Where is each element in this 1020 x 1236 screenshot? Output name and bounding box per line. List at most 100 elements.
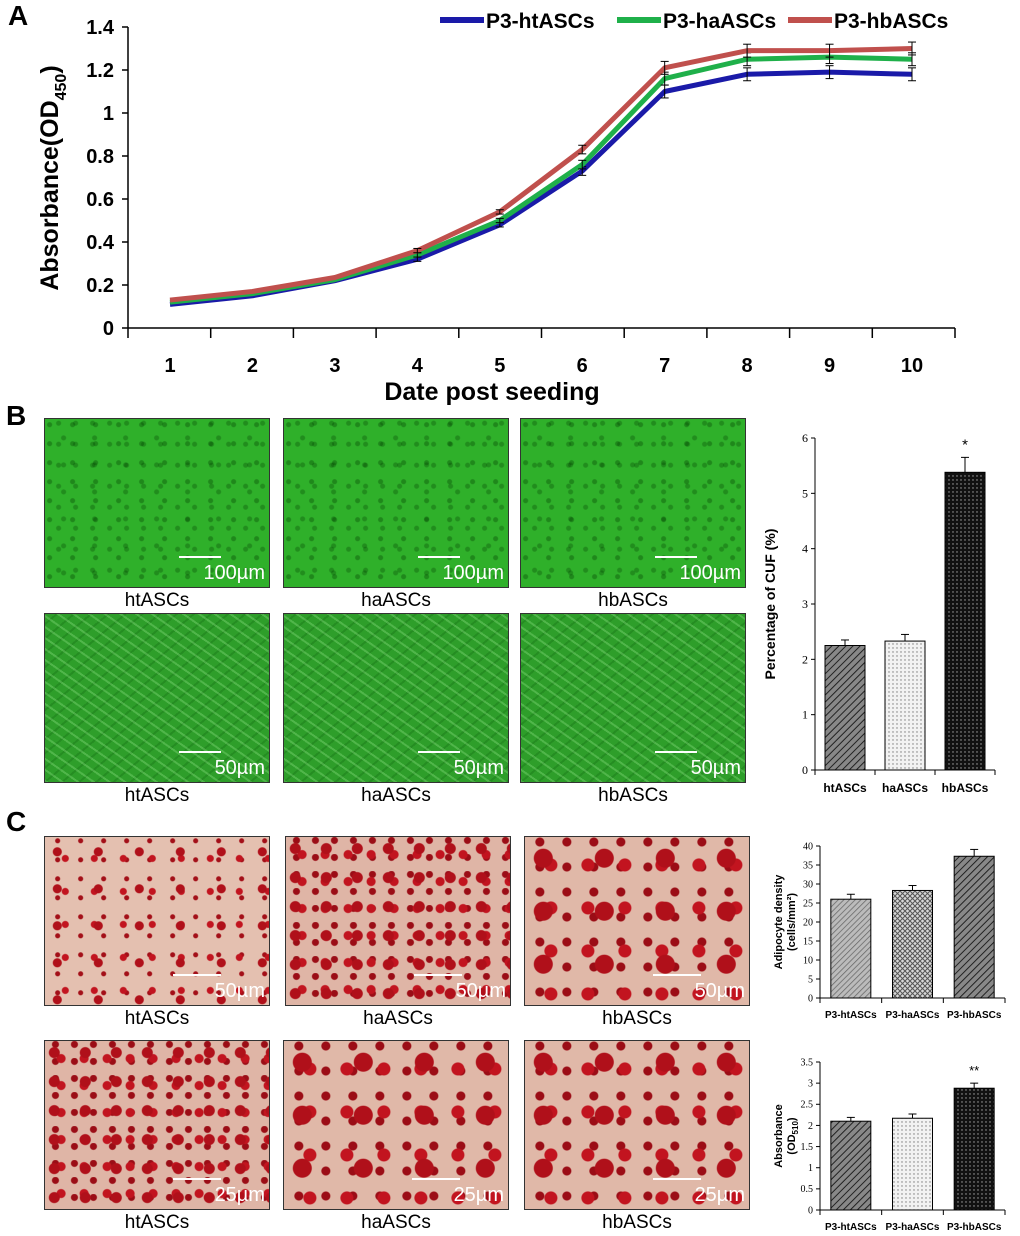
y-tick-label: 0	[802, 763, 808, 777]
x-tick-label: 4	[412, 355, 424, 377]
y-tick-label: 1.5	[801, 1142, 814, 1153]
micrograph-caption: hbASCs	[598, 590, 668, 611]
y-tick-label: 5	[808, 974, 813, 985]
bar-2	[944, 471, 986, 771]
category-label-2: hbASCs	[942, 781, 989, 795]
x-tick-label: 10	[901, 355, 923, 377]
category-label-0: P3-htASCs	[825, 1010, 877, 1021]
bar-1	[884, 640, 926, 771]
adipocyte-density-bar-chart: 0 5 10 15 20 25 30 35 40 P3-htASCs P3-haASCs P3-hbA…	[773, 841, 1006, 1021]
y-tick-label: 1	[808, 1163, 813, 1174]
legend-label-2: P3-hbASCs	[834, 10, 948, 33]
x-tick-label: 7	[659, 355, 670, 377]
scale-bar	[173, 974, 221, 976]
scale-bar-label: 50µm	[690, 757, 741, 779]
scale-bar-label: 50µm	[694, 980, 745, 1002]
y-axis-title-line1: Adipocyte density	[773, 874, 785, 970]
y-tick-label: 25	[803, 898, 813, 909]
bar-1	[892, 1117, 933, 1211]
y-tick-label: 0.2	[86, 275, 114, 297]
absorbance-od510-bar-chart: 0 0.5 1 1.5 2 2.5 3 3.5 P3-htASCs P3-haASCs P3-hbA…	[773, 1057, 1006, 1233]
micrograph-haASCs: 100µm	[283, 418, 509, 588]
scale-bar	[418, 556, 460, 558]
scale-bar-label: 100µm	[679, 562, 741, 584]
x-tick-label: 6	[577, 355, 588, 377]
category-label-0: P3-htASCs	[825, 1222, 877, 1233]
y-tick-label: 0	[808, 1205, 813, 1216]
y-tick-label: 15	[803, 936, 813, 947]
micrograph-caption: hbASCs	[602, 1008, 672, 1029]
cuf-bar-chart: 0 1 2 3 4 5 6 htASCs haASCs hbASCs * Percentage of …	[762, 431, 996, 795]
category-label-1: P3-haASCs	[886, 1010, 940, 1021]
category-label-1: haASCs	[882, 781, 928, 795]
scale-bar	[414, 974, 462, 976]
growth-curve-chart: 0 0.2 0.4 0.6 0.8 1 1.2 1.4 1 2 3 4 5 6 7 8 9 10 Date post…	[36, 10, 956, 406]
micrograph-caption: haASCs	[361, 590, 431, 611]
scale-bar	[418, 751, 460, 753]
y-axis-title-line1: Absorbance	[773, 1104, 785, 1168]
y-tick-label: 2	[802, 652, 808, 666]
category-label-2: P3-hbASCs	[947, 1222, 1002, 1233]
micrograph-caption: htASCs	[124, 1008, 190, 1029]
y-tick-label: 0	[808, 993, 813, 1004]
y-axis-title: Percentage of CUF (%)	[762, 529, 778, 680]
scale-bar-label: 50µm	[455, 980, 506, 1002]
scale-bar-label: 50µm	[453, 757, 504, 779]
bar-2	[953, 855, 995, 999]
micrograph-haASCs: 50µm	[285, 836, 511, 1006]
bar-0	[824, 645, 866, 771]
micrograph-caption: htASCs	[124, 785, 190, 806]
y-tick-label: 0.8	[86, 146, 114, 168]
scale-bar	[179, 556, 221, 558]
micrograph-htASCs: 50µm	[44, 836, 270, 1006]
y-tick-label: 4	[802, 542, 808, 556]
y-tick-label: 10	[803, 955, 813, 966]
category-label-0: htASCs	[823, 781, 867, 795]
y-tick-label: 0.6	[86, 189, 114, 211]
series-line-0	[169, 69, 913, 307]
micrograph-haASCs: 50µm	[283, 613, 509, 783]
scale-bar	[412, 1178, 460, 1180]
y-tick-label: 35	[803, 860, 813, 871]
y-tick-label: 0.4	[86, 232, 115, 254]
panel-label-c: C	[6, 806, 27, 837]
y-tick-label: 6	[802, 431, 808, 445]
micrograph-hbASCs: 50µm	[524, 836, 750, 1006]
y-axis-title-close: )	[786, 1117, 798, 1121]
scale-bar-label: 25µm	[453, 1184, 504, 1206]
x-tick-label: 1	[164, 355, 175, 377]
micrograph-hbASCs: 50µm	[520, 613, 746, 783]
y-tick-label: 40	[803, 841, 813, 852]
legend-label-0: P3-htASCs	[486, 10, 595, 33]
y-tick-label: 3	[808, 1078, 813, 1089]
scale-bar	[655, 556, 697, 558]
significance-mark-2: *	[962, 436, 968, 453]
significance-mark-2: **	[969, 1063, 979, 1078]
y-tick-label: 5	[802, 486, 808, 500]
x-tick-label: 9	[824, 355, 835, 377]
y-axis-title-sub: 510	[791, 1121, 800, 1135]
x-tick-label: 2	[247, 355, 258, 377]
scale-bar	[655, 751, 697, 753]
y-tick-label: 3.5	[801, 1057, 814, 1068]
micrograph-caption: haASCs	[361, 785, 431, 806]
x-tick-label: 8	[742, 355, 753, 377]
scale-bar-label: 50µm	[214, 757, 265, 779]
category-label-1: P3-haASCs	[886, 1222, 940, 1233]
y-axis-title: Absorbance(OD450)	[36, 65, 70, 290]
micrograph-caption: haASCs	[361, 1212, 431, 1233]
y-axis-title: Absorbance(OD510)	[773, 1104, 800, 1168]
y-tick-label: 30	[803, 879, 813, 890]
scale-bar	[653, 1178, 701, 1180]
y-tick-label: 1	[103, 103, 114, 125]
y-axis-title-line2: (OD	[786, 1134, 798, 1154]
bar-2	[953, 1087, 995, 1211]
y-axis-title: Adipocyte density(cells/mm²)	[773, 874, 798, 970]
x-tick-label: 3	[329, 355, 340, 377]
category-label-2: P3-hbASCs	[947, 1010, 1002, 1021]
micrograph-hbASCs: 25µm	[524, 1040, 750, 1210]
legend-label-1: P3-haASCs	[663, 10, 776, 33]
scale-bar-label: 25µm	[694, 1184, 745, 1206]
micrograph-hbASCs: 100µm	[520, 418, 746, 588]
micrograph-caption: htASCs	[124, 1212, 190, 1233]
